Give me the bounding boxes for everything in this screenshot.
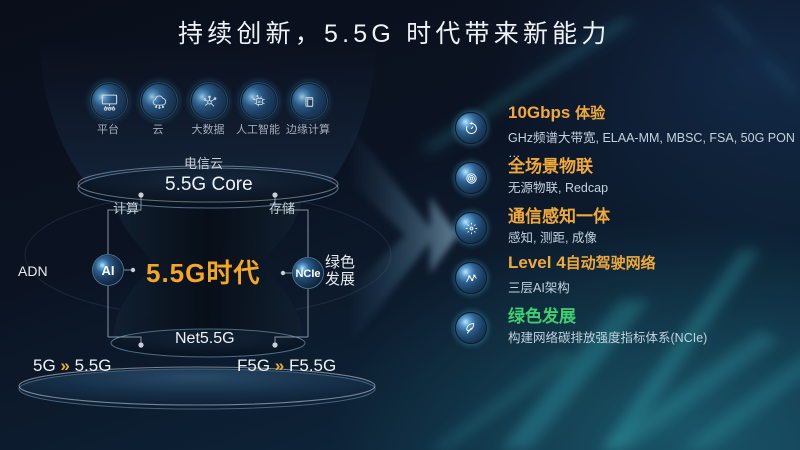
svg-text:AI: AI [102, 263, 115, 278]
svg-text:NCIe: NCIe [295, 268, 320, 280]
